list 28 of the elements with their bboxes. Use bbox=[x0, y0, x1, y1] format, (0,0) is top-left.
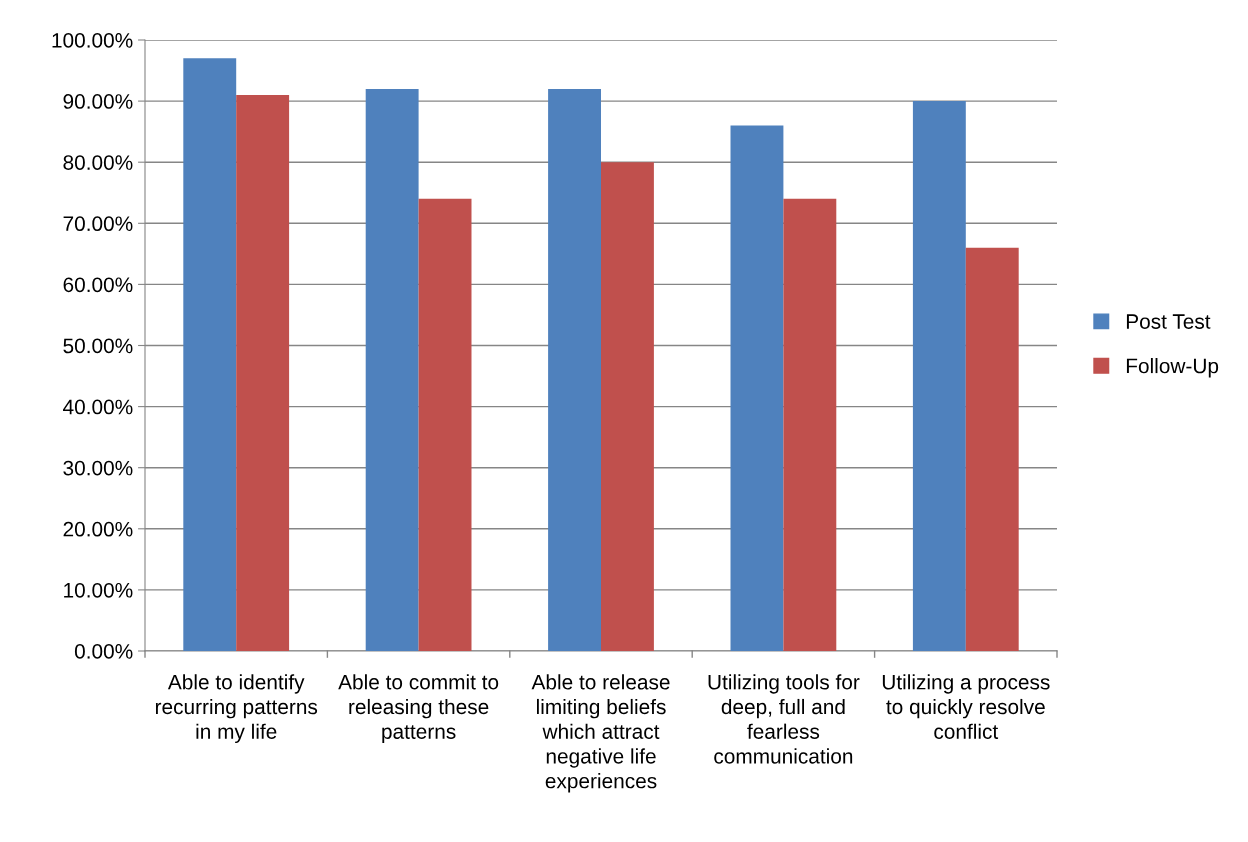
y-tick-label: 0.00% bbox=[74, 644, 133, 659]
y-tick-label: 60.00% bbox=[63, 277, 133, 293]
y-tick-label: 70.00% bbox=[63, 216, 133, 232]
y-tick-label: 10.00% bbox=[64, 582, 133, 598]
y-tick-label: 30.00% bbox=[63, 460, 133, 476]
bar bbox=[730, 125, 784, 651]
bar bbox=[912, 101, 966, 651]
legend-label: Post Test bbox=[1126, 314, 1211, 329]
y-tick-label: 20.00% bbox=[63, 521, 133, 537]
x-tick-label: Utilizing tools for deep, full and fearless communication bbox=[708, 674, 860, 764]
y-tick-label: 40.00% bbox=[63, 399, 133, 415]
x-tick-label: Able to commit to releasing these patterns bbox=[338, 674, 499, 744]
y-tick-label: 100.00% bbox=[52, 33, 133, 48]
bar bbox=[183, 58, 237, 651]
y-tick-label: 50.00% bbox=[63, 338, 133, 354]
bar bbox=[236, 94, 290, 651]
y-tick-label: 80.00% bbox=[63, 155, 133, 170]
x-tick-label: Utilizing a process to quickly resolve conflict bbox=[882, 674, 1050, 739]
x-tick-label: Able to release limiting beliefs which attract negative life experiences bbox=[531, 674, 670, 793]
legend-label: Follow-Up bbox=[1126, 358, 1219, 378]
bar bbox=[548, 88, 601, 651]
bar bbox=[783, 198, 837, 651]
bar bbox=[418, 198, 472, 651]
x-tick-label: Able to identify recurring patterns in my life bbox=[155, 674, 318, 744]
bar bbox=[365, 88, 419, 651]
bar bbox=[965, 247, 1019, 651]
y-tick-label: 90.00% bbox=[63, 94, 133, 109]
bar bbox=[601, 162, 654, 651]
